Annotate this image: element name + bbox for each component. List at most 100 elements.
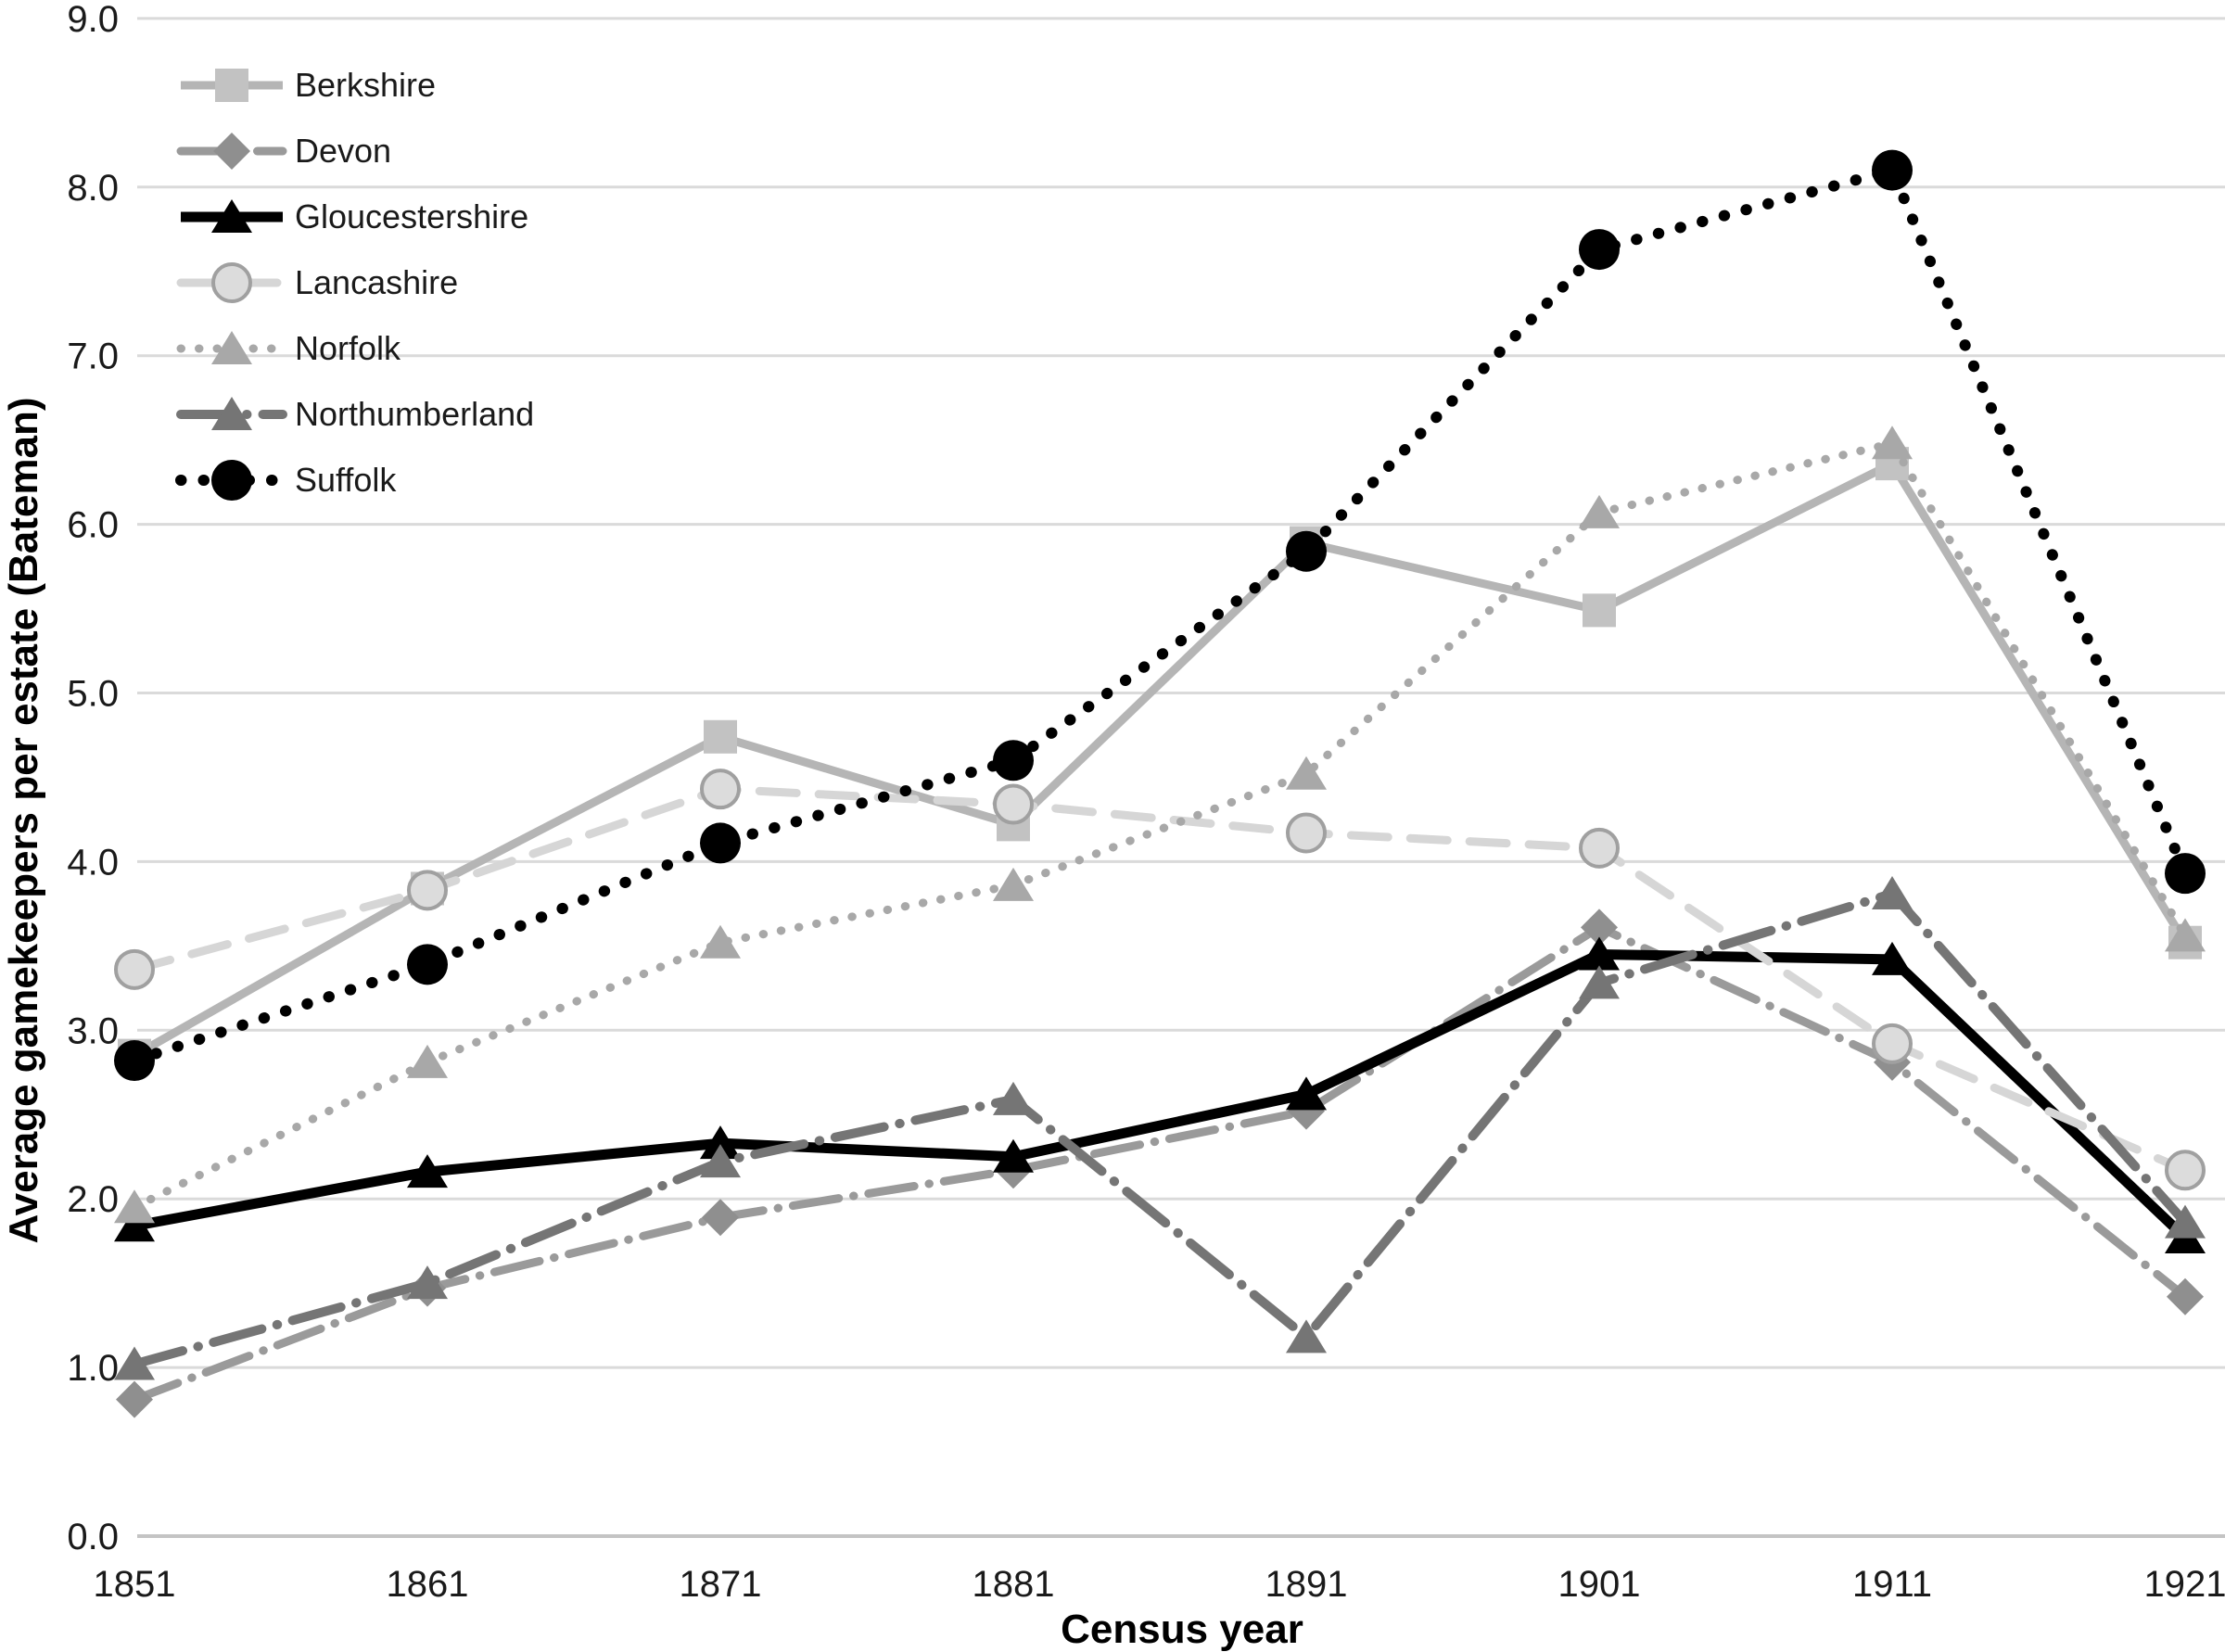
y-tick-label: 8.0 (67, 168, 119, 209)
x-tick-label: 1851 (94, 1564, 176, 1605)
diamond-marker-devon (116, 1380, 153, 1418)
circle-marker-suffolk (1579, 229, 1620, 271)
legend-label: Lancashire (295, 263, 458, 301)
diamond-marker-devon (702, 1199, 739, 1237)
circle-marker-suffolk (2165, 853, 2206, 895)
series-line-lancashire (130, 784, 2190, 1175)
triangle-marker-northumberland (114, 1346, 155, 1380)
circle-outline-marker-lancashire (993, 783, 1034, 825)
y-tick-label: 4.0 (67, 842, 119, 883)
triangle-marker-gloucestershire (1579, 936, 1620, 971)
triangle-marker-northumberland (993, 1081, 1034, 1115)
circle-outline-marker-lancashire (700, 769, 741, 810)
triangle-marker-gloucestershire (211, 199, 252, 233)
triangle-marker-norfolk (2165, 918, 2206, 952)
triangle-marker-norfolk (114, 1189, 155, 1224)
circle-marker-suffolk (114, 1040, 155, 1082)
series-line-northumberland (130, 888, 2190, 1369)
triangle-marker-gloucestershire (993, 1138, 1034, 1173)
legend-item-norfolk: Norfolk (176, 329, 401, 367)
circle-outline-marker-lancashire (1872, 1023, 1913, 1064)
legend-label: Devon (295, 132, 391, 170)
diamond-marker-devon (213, 133, 250, 170)
square-marker-berkshire (704, 719, 737, 754)
triangle-marker-northumberland (1286, 1319, 1327, 1353)
x-tick-label: 1881 (973, 1564, 1055, 1605)
series-line-suffolk (129, 164, 2191, 1067)
legend-item-suffolk: Suffolk (175, 460, 397, 501)
legend-label: Northumberland (295, 395, 534, 433)
triangle-marker-norfolk (211, 331, 252, 364)
legend: Berkshire Devon Gloucestershire Lancashire N… (175, 66, 534, 501)
y-axis-title: Average gamekeepers per estate (Bateman) (1, 397, 46, 1243)
y-tick-label: 1.0 (67, 1348, 119, 1389)
circle-outline-marker-lancashire (407, 870, 448, 911)
triangle-marker-norfolk (407, 1044, 448, 1078)
triangle-marker-norfolk (1872, 426, 1913, 460)
series-line-norfolk (130, 438, 2190, 1212)
series-line-gloucestershire (134, 948, 2189, 1242)
circle-outline-marker-lancashire (211, 262, 252, 303)
series-lancashire (114, 769, 2206, 1191)
y-tick-label: 5.0 (67, 674, 119, 715)
legend-label: Norfolk (295, 329, 401, 367)
triangle-marker-northumberland (211, 397, 252, 430)
series-suffolk (114, 149, 2206, 1082)
triangle-marker-northumberland (2165, 1204, 2206, 1239)
triangle-marker-northumberland (407, 1265, 448, 1300)
diamond-marker-devon (1581, 909, 1618, 947)
triangle-marker-northumberland (1872, 875, 1913, 909)
triangle-marker-gloucestershire (1286, 1076, 1327, 1111)
series-line-devon (130, 922, 2190, 1404)
circle-marker-suffolk (407, 944, 448, 985)
x-axis-tick-labels: 1851 1861 1871 1881 1891 1901 1911 1921 (94, 1564, 2225, 1605)
triangle-marker-norfolk (993, 867, 1034, 901)
y-axis-tick-labels: 0.0 1.0 2.0 3.0 4.0 5.0 6.0 7.0 8.0 9.0 (67, 0, 119, 1557)
legend-item-northumberland: Northumberland (176, 395, 534, 433)
legend-label: Berkshire (295, 66, 436, 104)
circle-marker-suffolk (993, 740, 1034, 782)
x-tick-label: 1861 (387, 1564, 469, 1605)
circle-outline-marker-lancashire (114, 948, 155, 990)
series-lines (114, 149, 2206, 1418)
x-tick-label: 1871 (680, 1564, 762, 1605)
legend-item-devon: Devon (176, 132, 391, 170)
circle-outline-marker-lancashire (2165, 1150, 2206, 1191)
y-tick-label: 3.0 (67, 1010, 119, 1051)
legend-item-gloucestershire: Gloucestershire (181, 197, 528, 235)
circle-outline-marker-lancashire (1286, 812, 1327, 854)
y-tick-label: 2.0 (67, 1179, 119, 1220)
y-tick-label: 9.0 (67, 0, 119, 40)
x-tick-label: 1891 (1265, 1564, 1348, 1605)
series-gloucestershire (114, 936, 2206, 1254)
circle-marker-suffolk (1872, 149, 1913, 191)
circle-marker-suffolk (700, 822, 741, 864)
x-axis-title: Census year (1061, 1607, 1303, 1652)
series-line-berkshire (132, 459, 2189, 1060)
series-norfolk (114, 426, 2206, 1224)
x-tick-label: 1911 (1852, 1564, 1932, 1605)
legend-label: Suffolk (295, 461, 397, 499)
gridlines (137, 17, 2225, 1538)
triangle-marker-norfolk (1286, 756, 1327, 790)
x-tick-label: 1921 (2144, 1564, 2225, 1605)
triangle-marker-northumberland (1579, 965, 1620, 999)
triangle-marker-northumberland (700, 1144, 741, 1178)
triangle-marker-gloucestershire (407, 1154, 448, 1188)
y-tick-label: 0.0 (67, 1517, 119, 1557)
circle-outline-marker-lancashire (1579, 827, 1620, 869)
triangle-marker-gloucestershire (114, 1208, 155, 1242)
triangle-marker-gloucestershire (1872, 941, 1913, 975)
triangle-marker-norfolk (700, 924, 741, 959)
y-tick-label: 6.0 (67, 505, 119, 546)
triangle-marker-norfolk (1579, 494, 1620, 528)
legend-item-lancashire: Lancashire (176, 262, 458, 303)
legend-label: Gloucestershire (295, 197, 528, 235)
square-marker-berkshire (1583, 593, 1616, 628)
series-northumberland (114, 875, 2206, 1380)
circle-marker-suffolk (1286, 530, 1327, 572)
x-tick-label: 1901 (1558, 1564, 1641, 1605)
y-tick-label: 7.0 (67, 337, 119, 377)
